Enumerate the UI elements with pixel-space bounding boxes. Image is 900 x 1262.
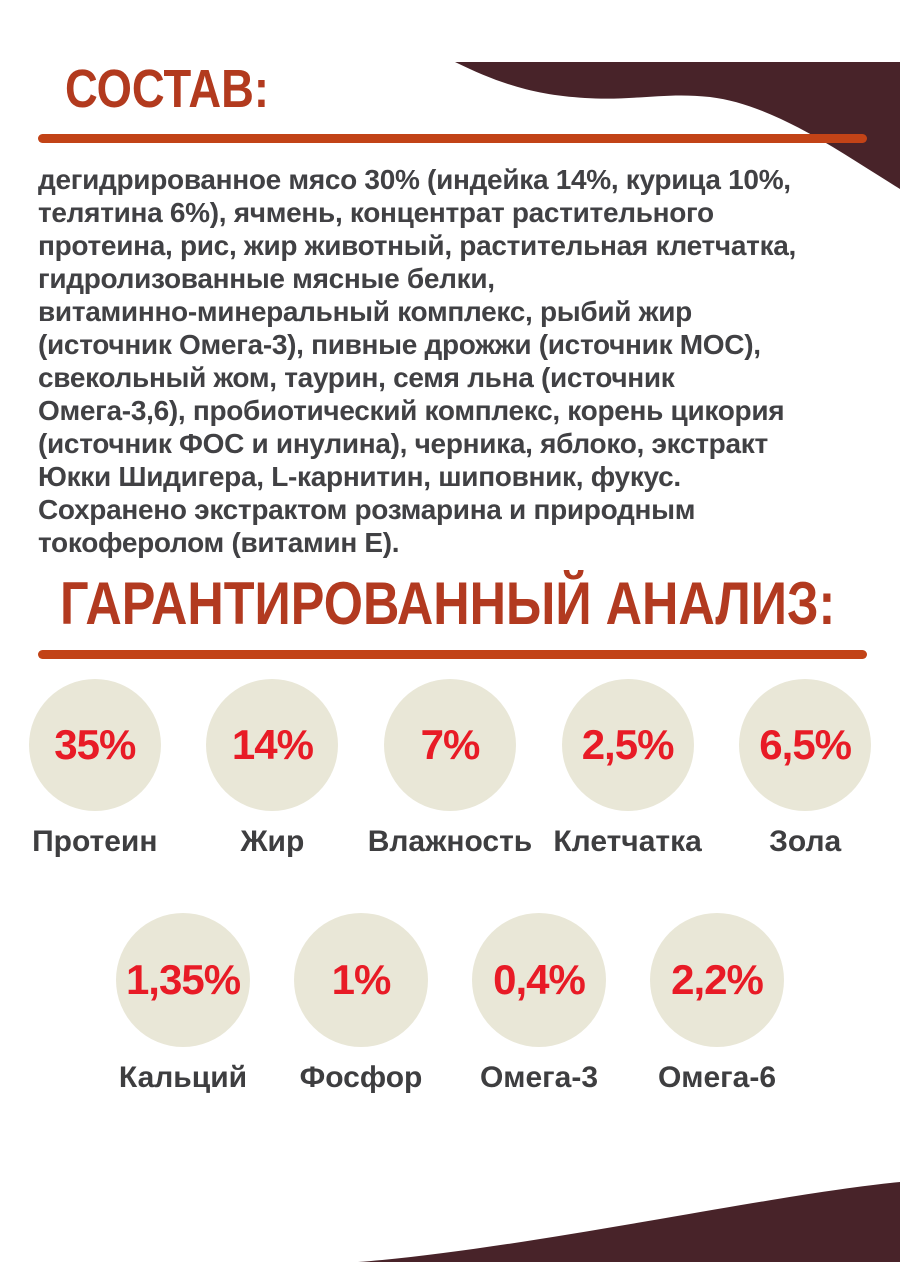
value-text: 1,35% <box>125 956 241 1003</box>
value-text: 7% <box>420 721 481 768</box>
value-text: 0,4% <box>493 956 586 1003</box>
value-text: 35% <box>54 721 136 768</box>
value-text: 1% <box>331 956 392 1003</box>
analysis-divider <box>38 650 867 659</box>
analysis-item-ash: 6,5% Зола <box>716 679 894 859</box>
analysis-row-2: 1,35% Кальций 1% Фосфор 0,4% Омега-3 2,2… <box>94 913 806 1095</box>
item-label: Протеин <box>32 825 158 858</box>
value-circle: 14% <box>206 679 339 811</box>
analysis-item-calcium: 1,35% Кальций <box>94 913 272 1095</box>
top-wave-shape <box>455 62 900 189</box>
item-label: Фосфор <box>299 1061 423 1094</box>
analysis-item-omega3: 0,4% Омега-3 <box>450 913 628 1095</box>
value-circle: 7% <box>383 679 516 811</box>
item-label: Кальций <box>118 1061 248 1094</box>
item-label: Омега-6 <box>657 1061 777 1094</box>
item-label: Влажность <box>367 825 533 858</box>
analysis-item-phosphorus: 1% Фосфор <box>272 913 450 1095</box>
item-label: Клетчатка <box>553 825 702 858</box>
value-circle: 1% <box>294 913 428 1047</box>
analysis-item-protein: 35% Протеин <box>6 679 184 859</box>
item-label: Жир <box>240 825 305 858</box>
analysis-item-moisture: 7% Влажность <box>361 679 539 859</box>
analysis-item-fat: 14% Жир <box>184 679 362 859</box>
item-label: Зола <box>769 825 842 858</box>
composition-title: СОСТАВ: <box>65 59 270 119</box>
value-text: 14% <box>231 721 314 768</box>
bottom-wave-shape <box>358 1182 900 1262</box>
composition-text: дегидрированное мясо 30% (индейка 14%, к… <box>38 164 797 558</box>
value-circle: 0,4% <box>472 913 606 1047</box>
analysis-row-1: 35% Протеин 14% Жир 7% Влажность 2,5% Кл… <box>0 679 900 859</box>
composition-divider <box>38 134 867 143</box>
value-circle: 6,5% <box>739 679 872 811</box>
value-circle: 1,35% <box>116 913 250 1047</box>
value-text: 2,5% <box>581 721 675 768</box>
value-circle: 2,5% <box>561 679 694 811</box>
item-label: Омега-3 <box>479 1061 599 1094</box>
infographic-page: СОСТАВ: дегидрированное мясо 30% (индейк… <box>0 62 900 1095</box>
analysis-title: ГАРАНТИРОВАННЫЙ АНАЛИЗ: <box>60 570 836 637</box>
value-text: 6,5% <box>759 721 852 768</box>
analysis-item-omega6: 2,2% Омега-6 <box>628 913 806 1095</box>
value-text: 2,2% <box>671 956 764 1003</box>
value-circle: 2,2% <box>650 913 784 1047</box>
analysis-item-fiber: 2,5% Клетчатка <box>539 679 717 859</box>
value-circle: 35% <box>28 679 161 811</box>
